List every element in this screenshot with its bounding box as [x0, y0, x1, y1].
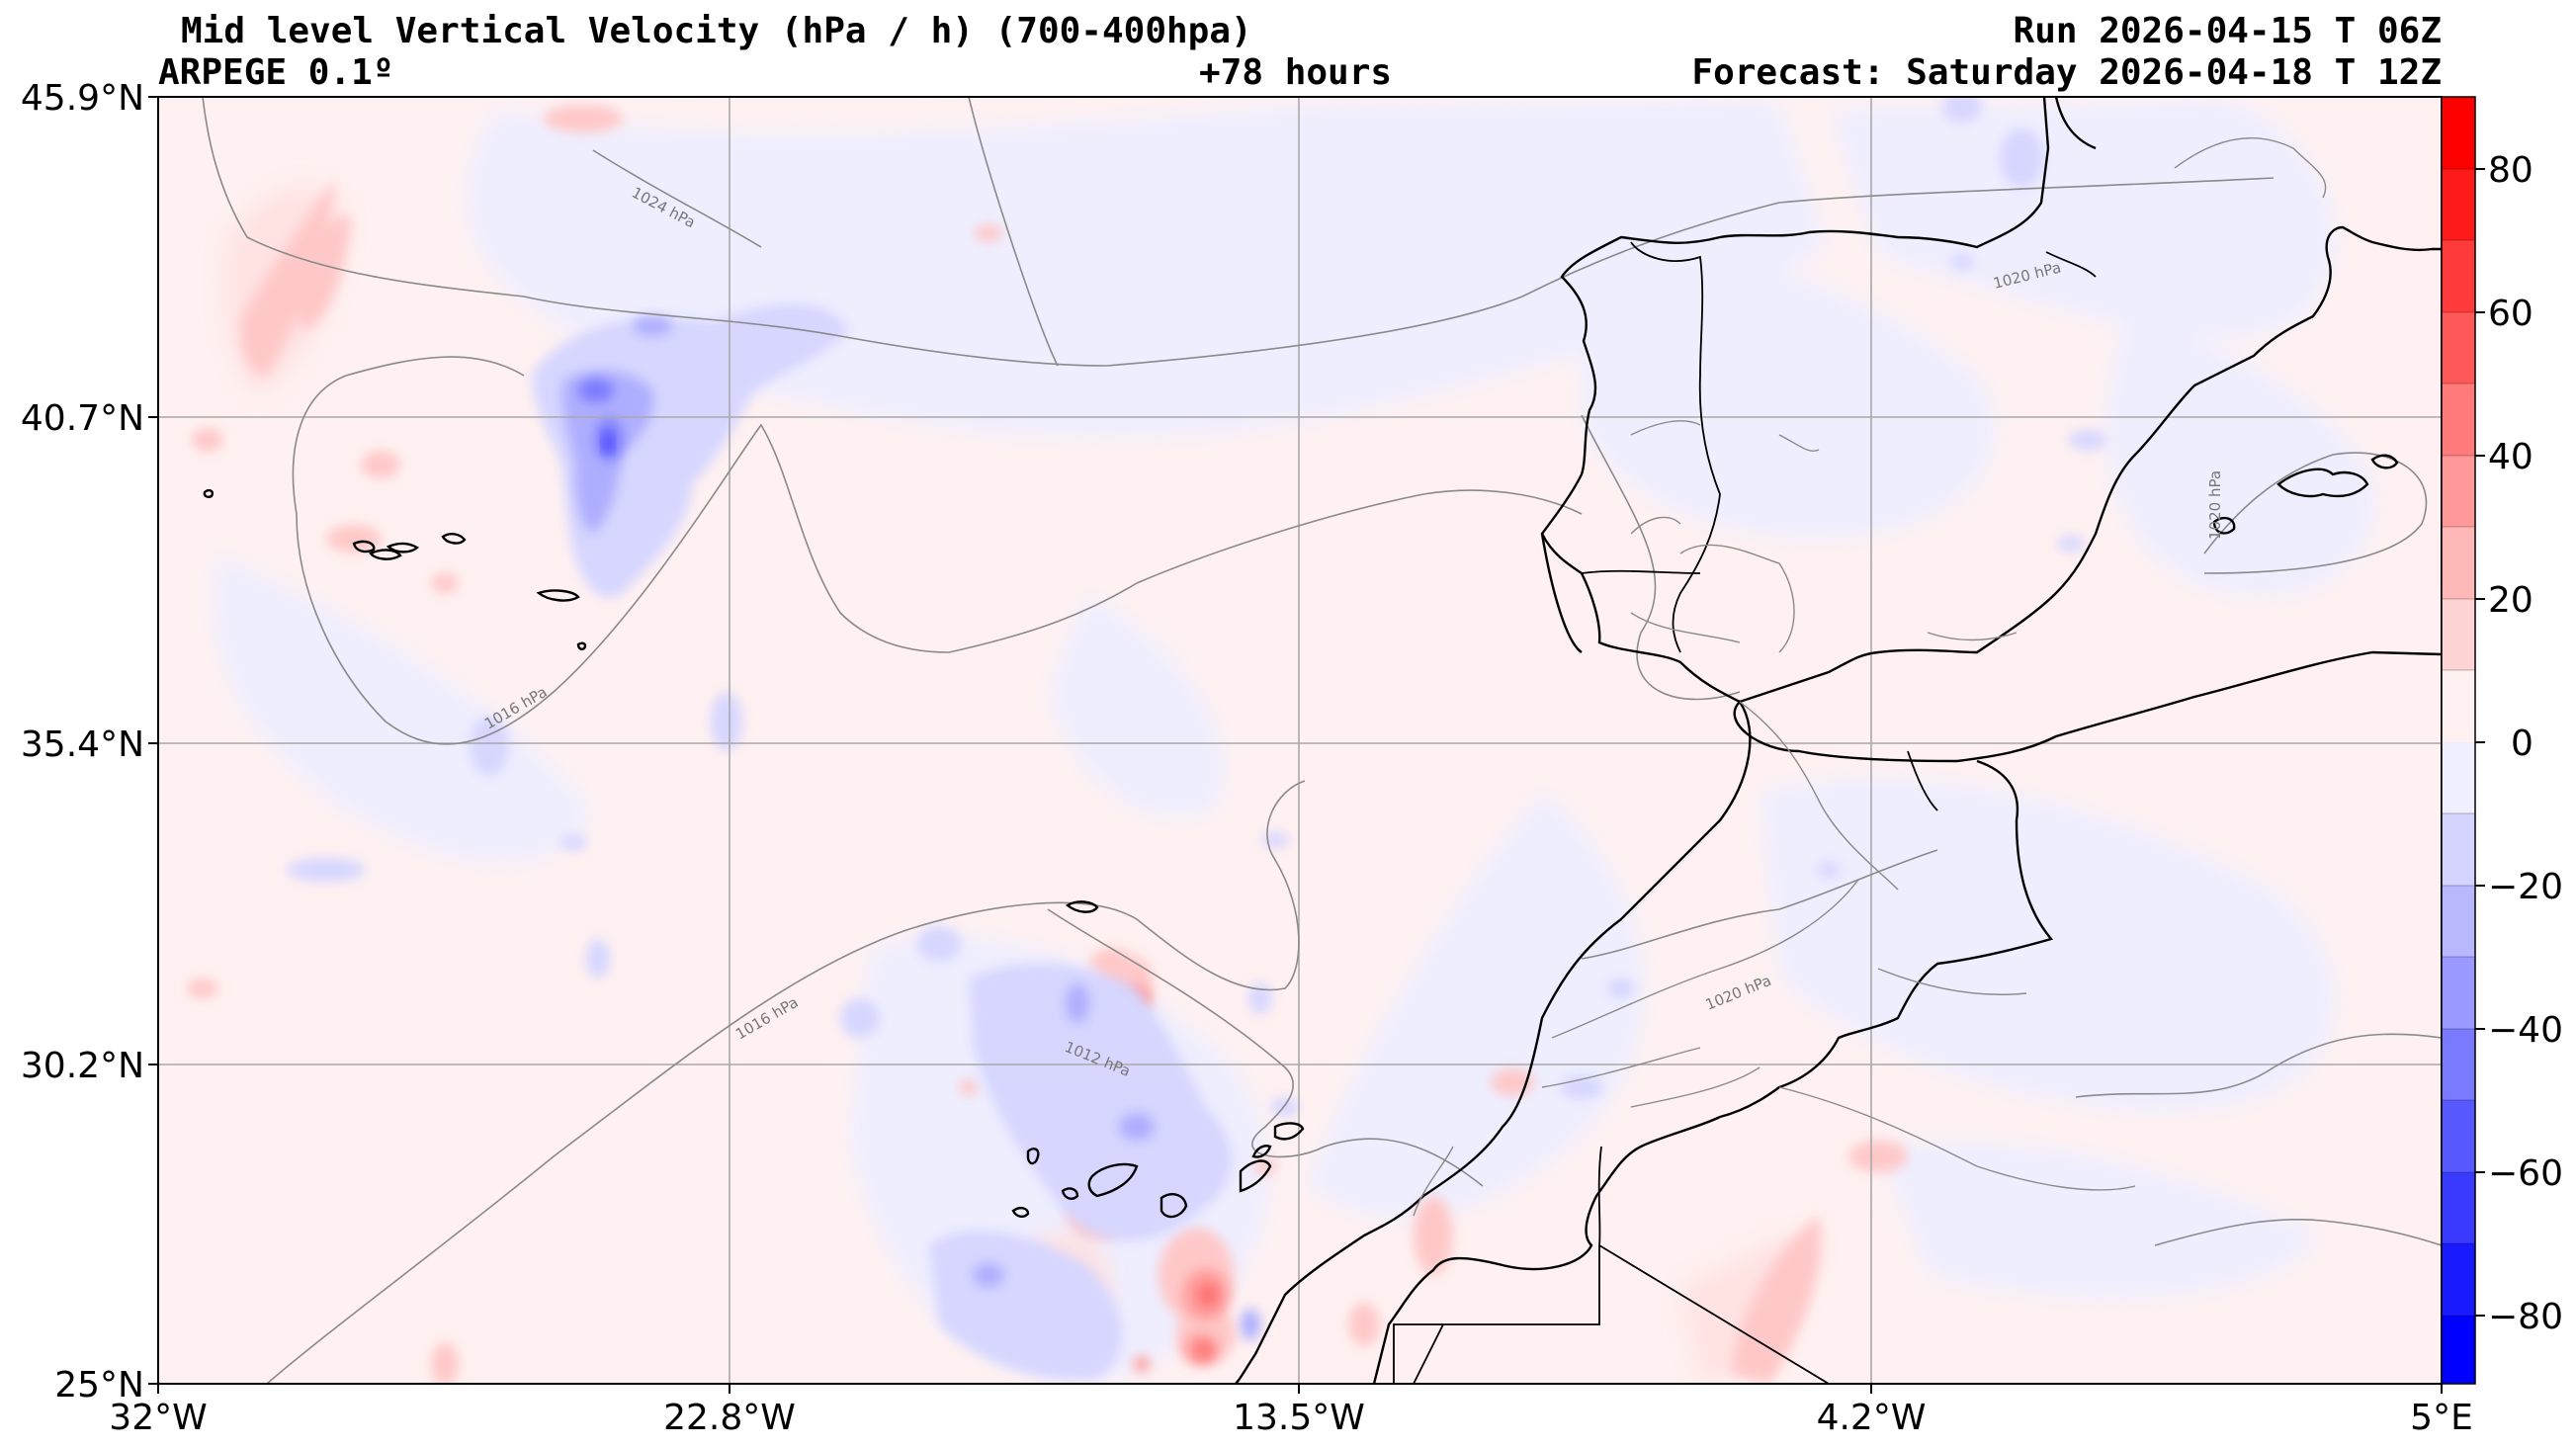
lon-label: 22.8°W — [663, 1398, 796, 1438]
lon-label: 32°W — [109, 1398, 207, 1438]
colorbar-tick-label: −40 — [2488, 1010, 2563, 1051]
longitude-labels: 32°W 22.8°W 13.5°W 4.2°W 5°E — [109, 1398, 2473, 1438]
lon-label: 4.2°W — [1817, 1398, 1927, 1438]
lon-label: 5°E — [2410, 1398, 2473, 1438]
colorbar-tick-label: 80 — [2488, 150, 2533, 191]
colorbar-tick-label: −20 — [2488, 867, 2563, 907]
isobar-label-1020-balearic: 1020 hPa — [2206, 470, 2224, 540]
isobars — [202, 97, 2442, 1384]
latitude-labels: 45.9°N 40.7°N 35.4°N 30.2°N 25°N — [21, 78, 144, 1405]
run-label: Run 2026-04-15 T 06Z — [2013, 11, 2442, 51]
terrain-lines — [1413, 136, 2327, 1217]
colorbar-tick-label: −60 — [2488, 1153, 2563, 1194]
coastlines — [203, 97, 2442, 1384]
lat-label: 35.4°N — [21, 724, 144, 765]
colorbar: 80 60 40 20 0 −20 −40 −60 −80 — [2441, 96, 2563, 1385]
colorbar-tick-label: 0 — [2511, 724, 2533, 764]
lead-time-label: +78 hours — [1199, 52, 1393, 93]
forecast-label: Forecast: Saturday 2026-04-18 T 12Z — [1691, 52, 2442, 93]
lat-label: 45.9°N — [21, 78, 144, 119]
colorbar-tick-label: 20 — [2488, 580, 2533, 621]
colorbar-tick-label: 60 — [2488, 294, 2533, 334]
borders — [1393, 241, 2097, 1384]
colorbar-tick-label: −80 — [2488, 1297, 2563, 1337]
lat-label: 40.7°N — [21, 398, 144, 439]
map-title: Mid level Vertical Velocity (hPa / h) (7… — [181, 11, 1252, 51]
graticule — [158, 97, 2442, 1384]
model-label: ARPEGE 0.1º — [158, 52, 394, 93]
lon-label: 13.5°W — [1233, 1398, 1365, 1438]
lat-label: 25°N — [54, 1365, 144, 1405]
colorbar-tick-label: 40 — [2488, 437, 2533, 477]
lat-label: 30.2°N — [21, 1046, 144, 1086]
velocity-field: 1024 hPa 1020 hPa 1016 hPa 1016 hPa 1012… — [158, 97, 2442, 1384]
axis-ticks — [148, 96, 2443, 1394]
